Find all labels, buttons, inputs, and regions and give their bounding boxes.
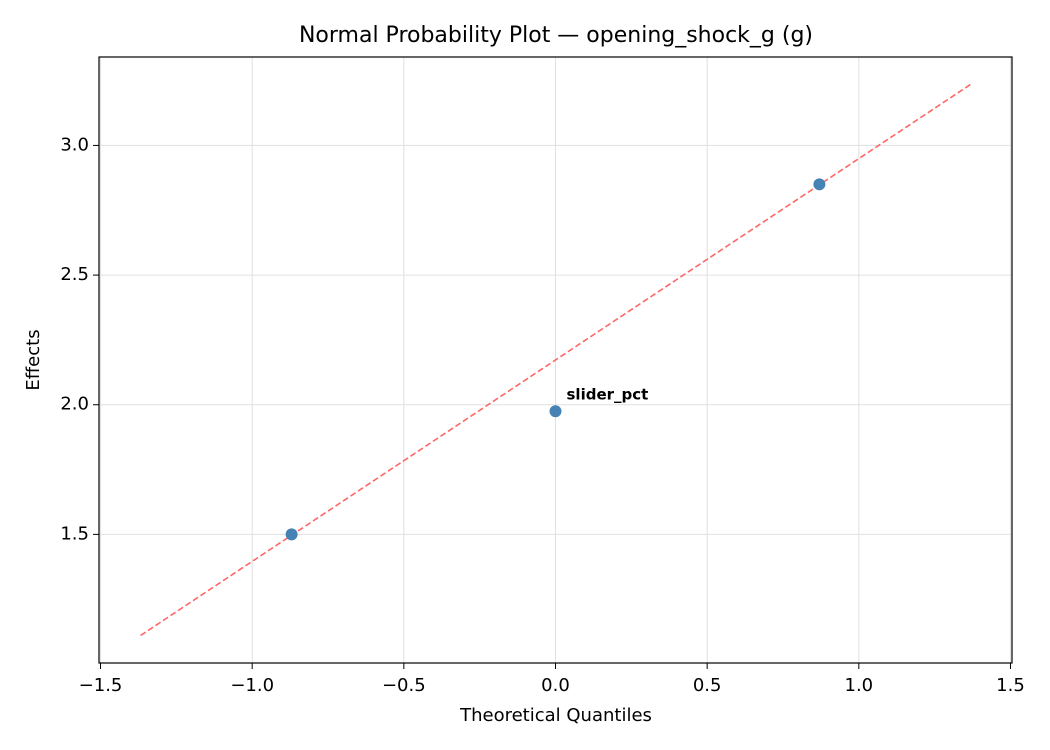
y-tick-label: 2.0 bbox=[60, 394, 89, 415]
point bbox=[813, 178, 826, 191]
x-tick-label: −0.5 bbox=[382, 675, 426, 696]
annotation: slider_pct bbox=[567, 386, 649, 404]
reference-line bbox=[140, 83, 971, 637]
x-tick-label: 1.0 bbox=[845, 675, 874, 696]
point bbox=[549, 405, 562, 418]
x-tick-label: −1.0 bbox=[230, 675, 274, 696]
chart-title: Normal Probability Plot — opening_shock_… bbox=[299, 23, 813, 48]
x-tick-label: 0.0 bbox=[541, 675, 570, 696]
y-tick-label: 2.5 bbox=[60, 264, 89, 285]
y-axis-label: Effects bbox=[23, 329, 44, 390]
point bbox=[285, 528, 298, 541]
x-tick-label: −1.5 bbox=[79, 675, 123, 696]
y-tick-label: 3.0 bbox=[60, 134, 89, 155]
plot-frame bbox=[98, 56, 1013, 664]
x-tick-label: 0.5 bbox=[693, 675, 722, 696]
x-axis-label: Theoretical Quantiles bbox=[459, 705, 652, 726]
y-tick-label: 1.5 bbox=[60, 523, 89, 544]
x-tick-label: 1.5 bbox=[996, 675, 1025, 696]
